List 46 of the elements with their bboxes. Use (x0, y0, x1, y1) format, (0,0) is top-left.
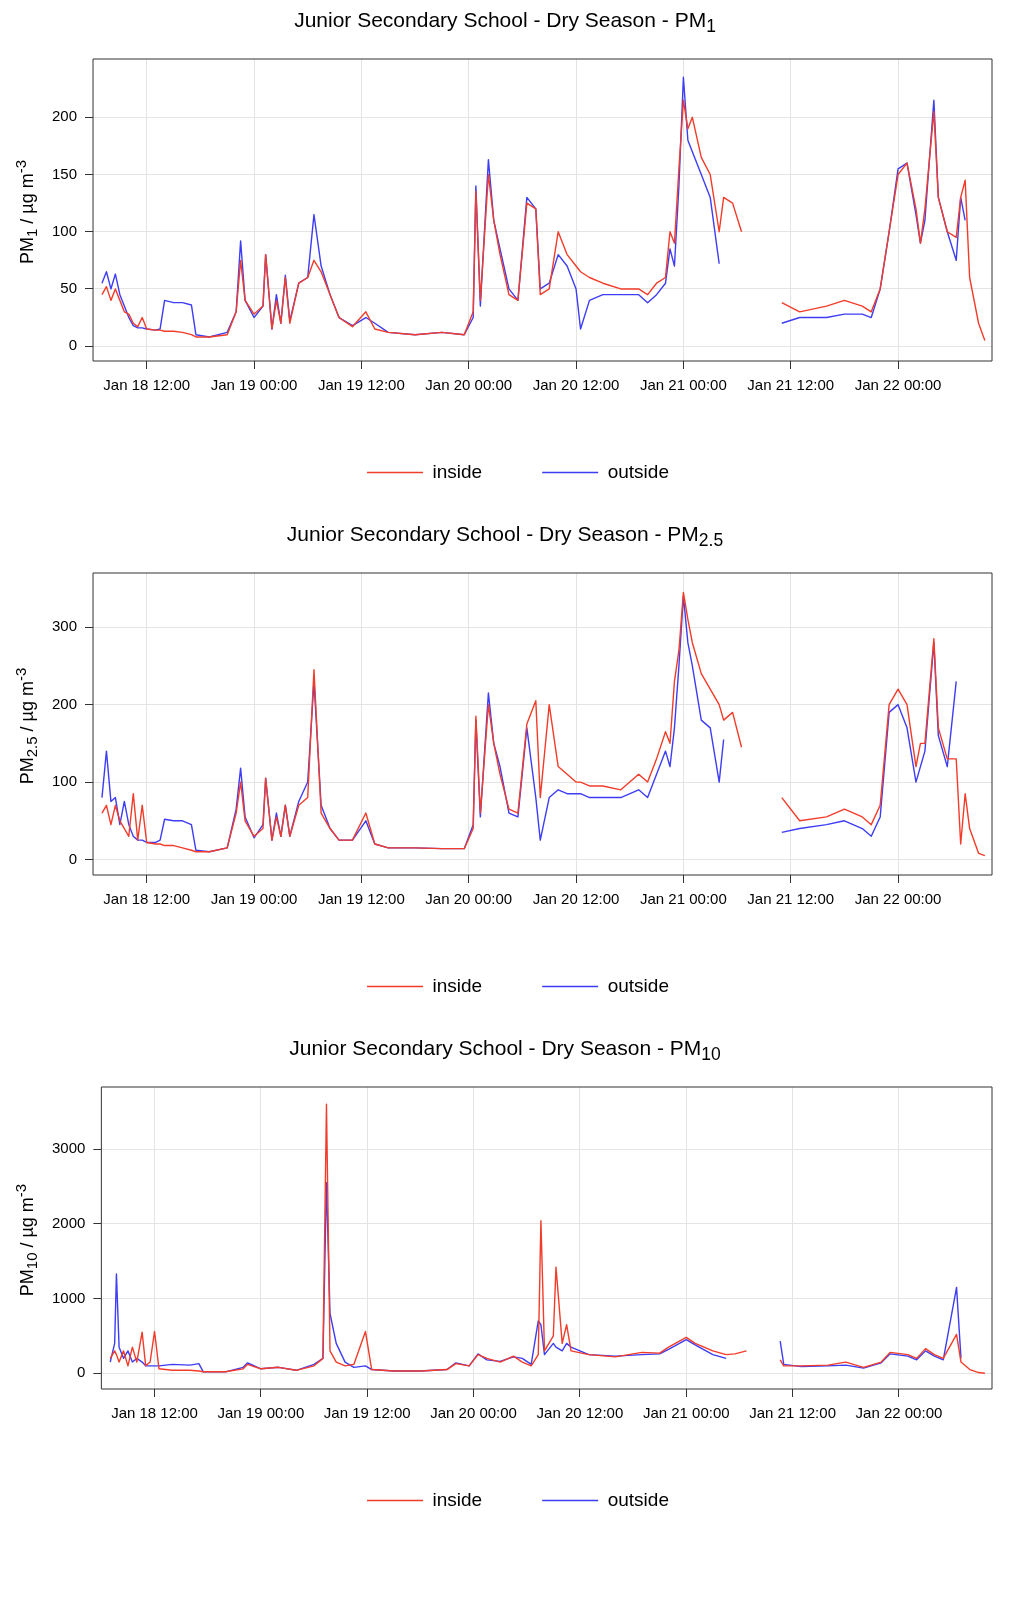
chart-title: Junior Secondary School - Dry Season - PM$_{1}$ (293, 8, 717, 39)
legend-label: inside (432, 974, 483, 996)
x-tick-label: Jan 20 12:00 (532, 890, 620, 908)
y-tick-label: 100 (52, 772, 78, 790)
x-tick-label: Jan 20 00:00 (430, 1404, 517, 1422)
y-tick-label: 1000 (51, 1288, 86, 1306)
x-tick-label: Jan 21 12:00 (749, 1404, 836, 1422)
y-tick-label: 0 (68, 336, 78, 354)
x-tick-label: Jan 21 00:00 (642, 1404, 730, 1422)
y-tick-label: 50 (60, 279, 78, 297)
x-tick-label: Jan 22 00:00 (854, 376, 942, 394)
x-tick-label: Jan 18 12:00 (103, 890, 191, 908)
legend-label: outside (607, 460, 669, 482)
x-tick-label: Jan 22 00:00 (855, 1404, 943, 1422)
legend-label: outside (607, 1488, 669, 1510)
x-tick-label: Jan 19 00:00 (210, 376, 298, 394)
y-tick-label: 0 (68, 849, 78, 867)
x-tick-label: Jan 21 12:00 (747, 890, 835, 908)
chart-title: Junior Secondary School - Dry Season - PM$_{2.5}$ (285, 522, 725, 553)
legend-label: inside (432, 460, 483, 482)
x-tick-label: Jan 19 12:00 (318, 376, 405, 394)
x-tick-label: Jan 22 00:00 (854, 890, 942, 908)
legend-label: inside (432, 1488, 483, 1510)
y-tick-label: 300 (52, 617, 78, 635)
x-tick-label: Jan 20 12:00 (532, 376, 620, 394)
y-tick-label: 200 (52, 694, 78, 712)
chart-title: Junior Secondary School - Dry Season - PM$_{10}$ (288, 1036, 722, 1067)
y-tick-label: 150 (52, 164, 78, 182)
y-tick-label: 100 (52, 221, 78, 239)
y-tick-label: 200 (52, 107, 78, 125)
y-tick-label: 2000 (51, 1213, 86, 1231)
x-tick-label: Jan 21 12:00 (747, 376, 835, 394)
x-tick-label: Jan 20 00:00 (425, 890, 513, 908)
x-tick-label: Jan 21 00:00 (640, 890, 727, 908)
x-tick-label: Jan 18 12:00 (103, 376, 191, 394)
legend-label: outside (607, 974, 669, 996)
x-tick-label: Jan 19 00:00 (210, 890, 298, 908)
x-tick-label: Jan 20 00:00 (425, 376, 513, 394)
x-tick-label: Jan 21 00:00 (640, 376, 727, 394)
x-tick-label: Jan 19 12:00 (323, 1404, 411, 1422)
y-tick-label: 3000 (51, 1139, 86, 1157)
x-tick-label: Jan 19 12:00 (318, 890, 405, 908)
x-tick-label: Jan 18 12:00 (111, 1404, 198, 1422)
x-tick-label: Jan 20 12:00 (536, 1404, 624, 1422)
y-tick-label: 0 (77, 1363, 86, 1381)
x-tick-label: Jan 19 00:00 (217, 1404, 305, 1422)
